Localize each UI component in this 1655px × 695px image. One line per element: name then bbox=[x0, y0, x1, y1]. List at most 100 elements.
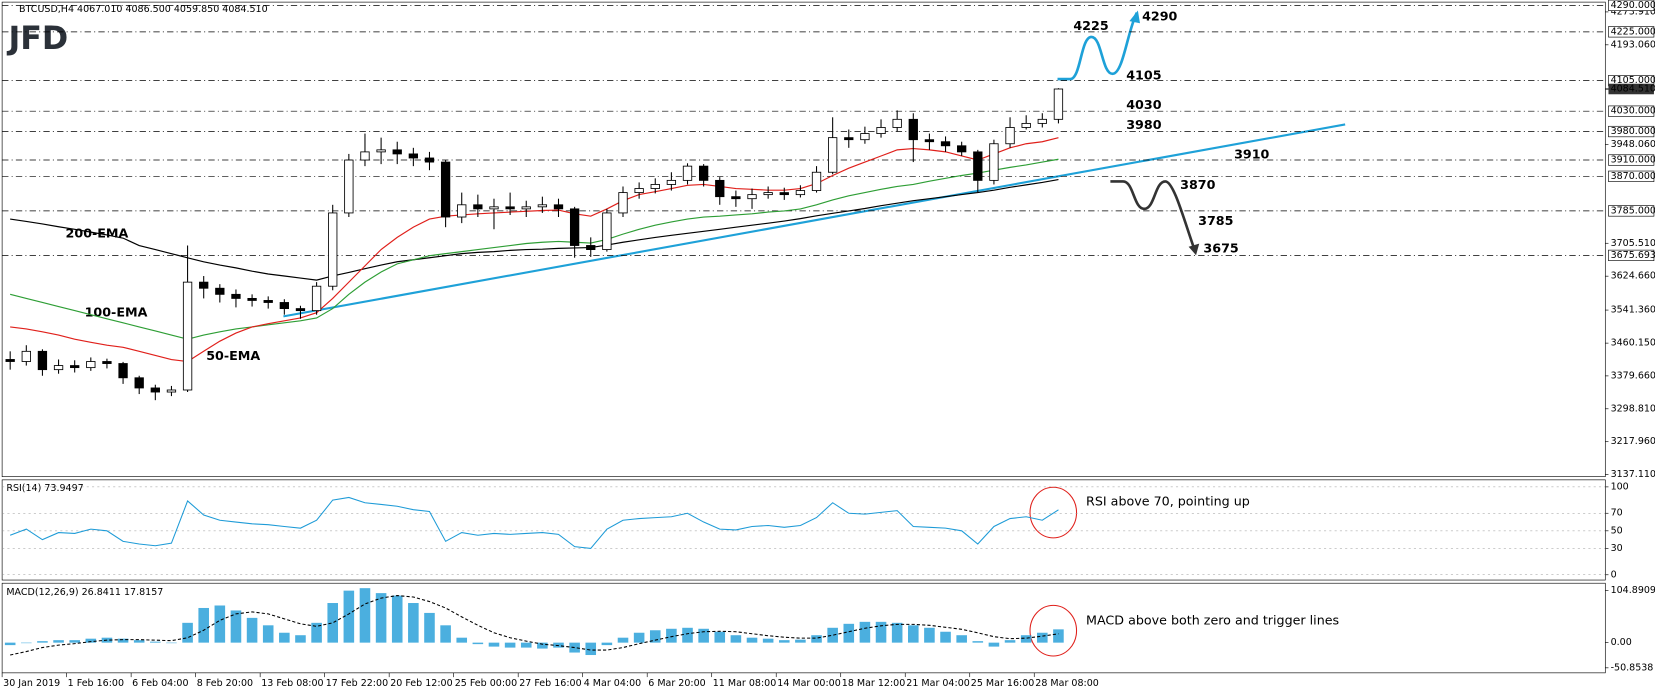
macd-bar bbox=[440, 625, 451, 643]
level-box bbox=[1608, 205, 1655, 217]
ema-line bbox=[10, 179, 1059, 281]
y-tick-label: 0 bbox=[1611, 569, 1617, 580]
bull-arrowhead bbox=[1129, 10, 1140, 24]
x-tick-label: 6 Mar 20:00 bbox=[648, 678, 705, 689]
candle-body bbox=[666, 179, 677, 185]
macd-bar bbox=[295, 635, 306, 643]
level-label: 3980.000 bbox=[1611, 126, 1655, 137]
y-tick-label: 3298.810 bbox=[1611, 403, 1655, 414]
macd-bar bbox=[924, 627, 935, 643]
x-tick-label: 21 Mar 04:00 bbox=[906, 678, 970, 689]
candle-body bbox=[715, 179, 725, 198]
candle-body bbox=[779, 192, 789, 196]
x-tick-label: 1 Feb 16:00 bbox=[68, 678, 124, 689]
macd-bar bbox=[150, 641, 161, 643]
candle-body bbox=[650, 184, 660, 189]
candle-body bbox=[295, 308, 306, 312]
candle-body bbox=[763, 192, 773, 196]
candle-body bbox=[1005, 127, 1015, 145]
candle-body bbox=[489, 206, 499, 210]
candle-body bbox=[973, 151, 983, 181]
candle-body bbox=[182, 281, 193, 391]
candle-body bbox=[892, 118, 902, 128]
rsi-panel bbox=[1, 479, 1606, 581]
macd-bar bbox=[730, 635, 742, 643]
macd-highlight bbox=[1029, 604, 1078, 657]
y-tick-label: 3460.150 bbox=[1611, 338, 1655, 349]
candle-body bbox=[102, 361, 112, 364]
macd-bar bbox=[1020, 635, 1032, 643]
y-tick-label: 3379.660 bbox=[1611, 370, 1655, 381]
candle-body bbox=[150, 387, 160, 393]
macd-bar bbox=[682, 627, 693, 643]
level-box bbox=[1608, 154, 1655, 166]
annotation: 4030 bbox=[1126, 97, 1161, 112]
candle-body bbox=[860, 133, 870, 141]
macd-bar bbox=[908, 625, 919, 643]
level-label: 3785.000 bbox=[1611, 205, 1655, 216]
macd-bar bbox=[21, 642, 32, 644]
level-box bbox=[1608, 0, 1655, 11]
candle-body bbox=[1021, 122, 1031, 128]
candle-body bbox=[263, 300, 273, 303]
logo: JFD bbox=[6, 21, 68, 57]
level-box bbox=[1608, 26, 1655, 38]
macd-bar bbox=[279, 632, 290, 643]
annotation: 3910 bbox=[1234, 147, 1269, 162]
y-tick-label: 0.00 bbox=[1611, 637, 1632, 648]
y-tick-label: 70 bbox=[1611, 508, 1623, 519]
candle-body bbox=[569, 208, 580, 246]
rsi-highlight bbox=[1029, 486, 1078, 539]
level-label: 4290.000 bbox=[1611, 0, 1655, 11]
bear-arrowhead bbox=[1188, 243, 1200, 256]
main-panel bbox=[1, 1, 1606, 478]
candle-body bbox=[1053, 88, 1064, 120]
macd-bar bbox=[1053, 629, 1064, 643]
candle-body bbox=[908, 118, 918, 141]
candle-body bbox=[795, 190, 806, 196]
x-tick-label: 14 Mar 00:00 bbox=[777, 678, 841, 689]
macd-bar bbox=[85, 638, 97, 643]
macd-bar bbox=[811, 635, 822, 643]
trend-line bbox=[283, 123, 1346, 318]
candle-body bbox=[408, 153, 419, 159]
candle-body bbox=[199, 281, 209, 289]
candle-body bbox=[360, 151, 370, 161]
macd-bar bbox=[472, 642, 484, 645]
x-tick-label: 8 Feb 20:00 bbox=[197, 678, 253, 689]
candle-body bbox=[279, 302, 289, 310]
macd-bar bbox=[69, 640, 80, 643]
candle-body bbox=[521, 206, 531, 210]
candle-body bbox=[215, 287, 225, 295]
candle-body bbox=[376, 149, 386, 153]
macd-bar bbox=[843, 623, 855, 643]
macd-bar bbox=[488, 642, 500, 647]
x-tick-label: 4 Mar 04:00 bbox=[584, 678, 641, 689]
x-tick-label: 27 Feb 16:00 bbox=[519, 678, 581, 689]
macd-bar bbox=[182, 622, 193, 643]
macd-bar bbox=[230, 610, 242, 643]
macd-bar bbox=[778, 640, 790, 643]
level-label: 3910.000 bbox=[1611, 155, 1655, 166]
candle-body bbox=[505, 206, 515, 210]
candle-body bbox=[876, 127, 886, 134]
candle-body bbox=[586, 245, 596, 250]
macd-bar bbox=[988, 642, 1000, 647]
macd-bar bbox=[214, 605, 226, 643]
candle-body bbox=[21, 350, 31, 362]
y-tick-label: -50.8538 bbox=[1611, 662, 1654, 673]
x-tick-label: 18 Mar 12:00 bbox=[842, 678, 906, 689]
candle-body bbox=[53, 365, 64, 371]
annotation: 3980 bbox=[1126, 117, 1161, 132]
candle-body bbox=[440, 161, 451, 218]
annotation: 4290 bbox=[1142, 8, 1177, 23]
bull-scenario-arrow bbox=[1057, 12, 1139, 81]
note: RSI above 70, pointing up bbox=[1086, 494, 1250, 509]
note: MACD above both zero and trigger lines bbox=[1086, 613, 1339, 628]
candle-body bbox=[247, 297, 257, 301]
candle-body bbox=[328, 212, 338, 287]
level-box bbox=[1608, 170, 1655, 182]
macd-bar bbox=[891, 622, 903, 643]
macd-bar bbox=[859, 621, 871, 643]
